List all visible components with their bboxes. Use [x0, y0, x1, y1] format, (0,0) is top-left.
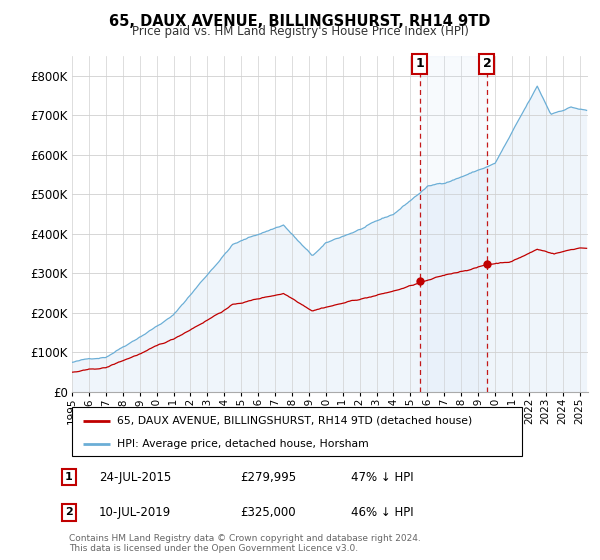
Bar [419, 56, 487, 392]
Text: 65, DAUX AVENUE, BILLINGSHURST, RH14 9TD (detached house): 65, DAUX AVENUE, BILLINGSHURST, RH14 9TD… [117, 416, 472, 426]
Text: 47% ↓ HPI: 47% ↓ HPI [351, 470, 413, 484]
Text: 1: 1 [65, 472, 73, 482]
Text: £325,000: £325,000 [240, 506, 296, 519]
Text: 24-JUL-2015: 24-JUL-2015 [99, 470, 171, 484]
Text: 2: 2 [65, 507, 73, 517]
Text: 2: 2 [482, 58, 491, 71]
Text: Contains HM Land Registry data © Crown copyright and database right 2024.
This d: Contains HM Land Registry data © Crown c… [69, 534, 421, 553]
Text: 1: 1 [415, 58, 424, 71]
Text: 10-JUL-2019: 10-JUL-2019 [99, 506, 171, 519]
Text: 65, DAUX AVENUE, BILLINGSHURST, RH14 9TD: 65, DAUX AVENUE, BILLINGSHURST, RH14 9TD [109, 14, 491, 29]
Text: 46% ↓ HPI: 46% ↓ HPI [351, 506, 413, 519]
Text: £279,995: £279,995 [240, 470, 296, 484]
Text: HPI: Average price, detached house, Horsham: HPI: Average price, detached house, Hors… [117, 438, 369, 449]
Text: Price paid vs. HM Land Registry's House Price Index (HPI): Price paid vs. HM Land Registry's House … [131, 25, 469, 38]
